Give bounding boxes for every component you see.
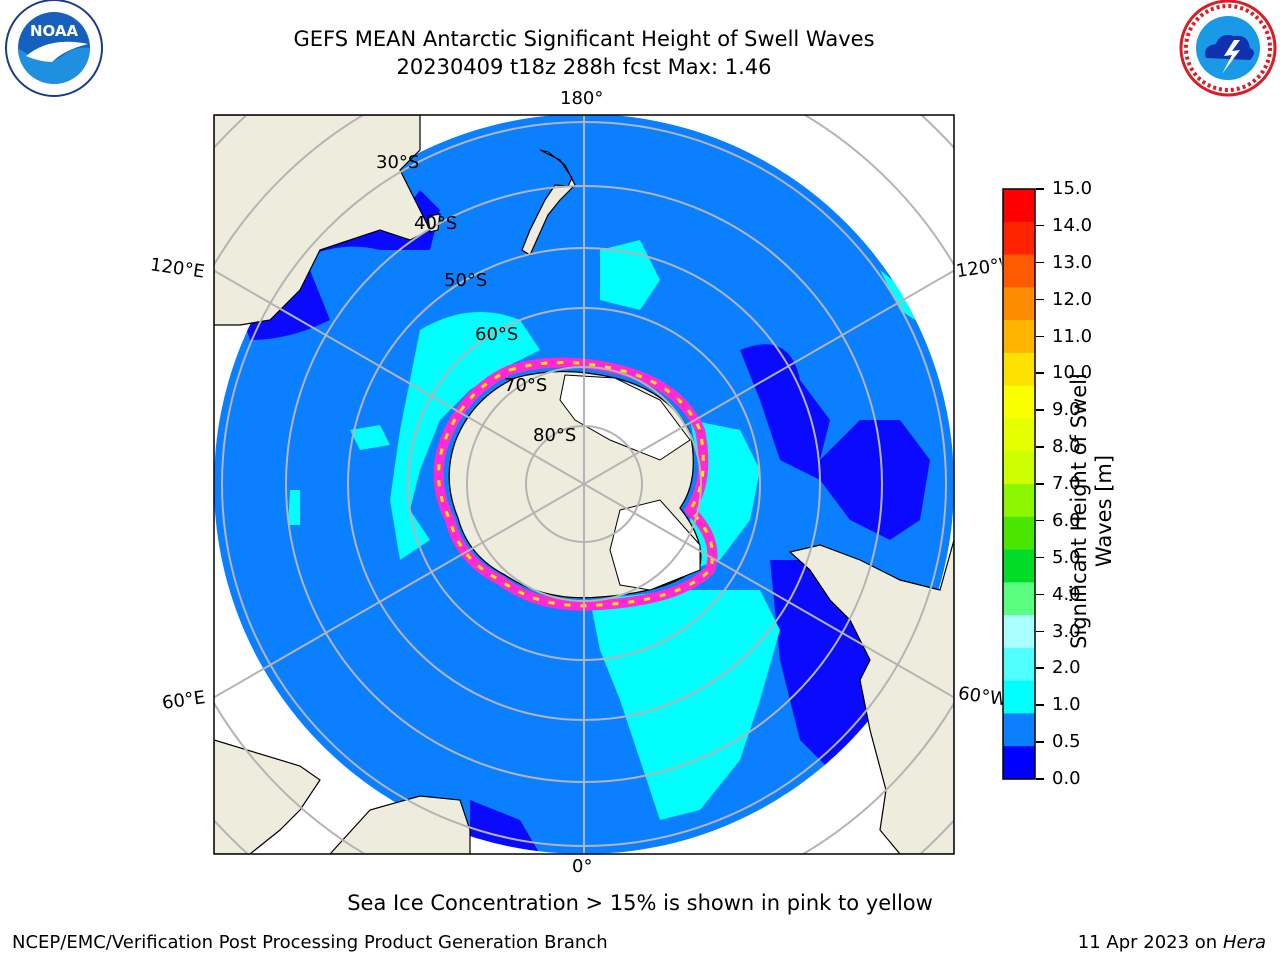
map-frame — [213, 114, 955, 855]
colorbar-block — [1003, 287, 1035, 321]
colorbar-tick-label: 1.0 — [1052, 694, 1081, 716]
colorbar-block — [1003, 516, 1035, 551]
colorbar-tick-mark — [1036, 483, 1044, 485]
colorbar-tick-mark — [1036, 667, 1044, 669]
colorbar-block — [1003, 189, 1035, 223]
colorbar-block — [1003, 680, 1035, 714]
colorbar-tick-mark — [1036, 372, 1044, 374]
colorbar-tick-label: 3.0 — [1052, 620, 1081, 642]
colorbar-block — [1003, 615, 1035, 649]
colorbar-block — [1003, 451, 1035, 485]
nws-logo — [1179, 0, 1277, 97]
colorbar-tick-label: 7.0 — [1052, 473, 1081, 494]
colorbar-tick-mark — [1036, 335, 1044, 337]
noaa-logo-text: NOAA — [30, 22, 79, 40]
colorbar-block — [1003, 352, 1035, 387]
colorbar-tick-mark — [1036, 409, 1044, 411]
colorbar-tick-label: 11.0 — [1052, 325, 1093, 347]
lat-label-60s: 60°S — [475, 324, 519, 345]
colorbar-block — [1003, 713, 1035, 747]
colorbar-tick-label: 12.0 — [1052, 288, 1093, 310]
colorbar-tick-label: 9.0 — [1052, 399, 1081, 421]
colorbar-tick-label: 0.0 — [1052, 768, 1081, 789]
colorbar-tick-label: 4.0 — [1052, 583, 1081, 605]
colorbar-tick-mark — [1036, 593, 1044, 596]
colorbar-tick-label: 15.0 — [1052, 178, 1093, 199]
colorbar-tick-label: 10.0 — [1052, 362, 1093, 384]
colorbar-block — [1003, 418, 1035, 452]
colorbar-tick-label: 14.0 — [1052, 214, 1093, 236]
colorbar-block — [1003, 647, 1035, 682]
colorbar-tick-label: 6.0 — [1052, 509, 1081, 531]
antarctica — [433, 357, 718, 611]
lat-label-80s: 80°S — [533, 425, 577, 446]
lon-label-180: 180° — [560, 88, 604, 109]
colorbar-tick-label: 2.0 — [1052, 657, 1081, 679]
footer-left: NCEP/EMC/Verification Post Processing Pr… — [12, 932, 608, 953]
colorbar — [1002, 188, 1036, 780]
colorbar-label-line2: Waves [m] — [1092, 454, 1116, 568]
colorbar-tick-label: 0.5 — [1052, 731, 1081, 753]
colorbar-tick-label: 5.0 — [1052, 546, 1081, 568]
noaa-logo: NOAA — [5, 0, 103, 97]
lon-label-0: 0° — [572, 856, 593, 877]
colorbar-tick-mark — [1036, 261, 1044, 264]
high-swell-areas — [288, 240, 915, 820]
colorbar-tick-mark — [1036, 556, 1044, 559]
footer-date: 11 Apr 2023 on — [1077, 932, 1223, 953]
colorbar-label-line1: Significant Height of Swell — [1067, 373, 1091, 649]
colorbar-block — [1003, 320, 1035, 354]
colorbar-block — [1003, 254, 1035, 288]
colorbar-tick-mark — [1036, 519, 1044, 522]
colorbar-tick-mark — [1036, 741, 1044, 743]
chart-subtitle: 20230409 t18z 288h fcst Max: 1.46 — [396, 55, 772, 79]
lat-label-50s: 50°S — [444, 270, 488, 291]
colorbar-tick-mark — [1036, 630, 1044, 632]
lat-label-40s: 40°S — [414, 213, 458, 234]
sea-ice-note: Sea Ice Concentration > 15% is shown in … — [347, 891, 933, 915]
colorbar-tick-mark — [1036, 446, 1044, 448]
colorbar-block — [1003, 484, 1035, 518]
colorbar-tick-mark — [1036, 224, 1044, 227]
chart-title: GEFS MEAN Antarctic Significant Height o… — [293, 27, 875, 51]
colorbar-block — [1003, 746, 1035, 780]
colorbar-block — [1003, 221, 1035, 256]
footer-host: Hera — [1222, 932, 1266, 953]
colorbar-tick-mark — [1036, 704, 1044, 706]
colorbar-tick-label: 8.0 — [1052, 436, 1081, 458]
colorbar-tick-mark — [1036, 188, 1044, 190]
colorbar-tick-mark — [1036, 778, 1044, 780]
continents — [214, 115, 954, 854]
colorbar-block — [1003, 549, 1035, 583]
lat-label-30s: 30°S — [376, 152, 420, 173]
colorbar-tick-mark — [1036, 298, 1044, 301]
colorbar-block — [1003, 582, 1035, 616]
colorbar-tick-label: 13.0 — [1052, 251, 1093, 273]
colorbar-label: Significant Height of Swell Waves [m] — [1067, 361, 1117, 661]
lat-label-70s: 70°S — [504, 375, 548, 396]
colorbar-block — [1003, 385, 1035, 419]
footer-right: 11 Apr 2023 on Hera — [1078, 932, 1266, 953]
